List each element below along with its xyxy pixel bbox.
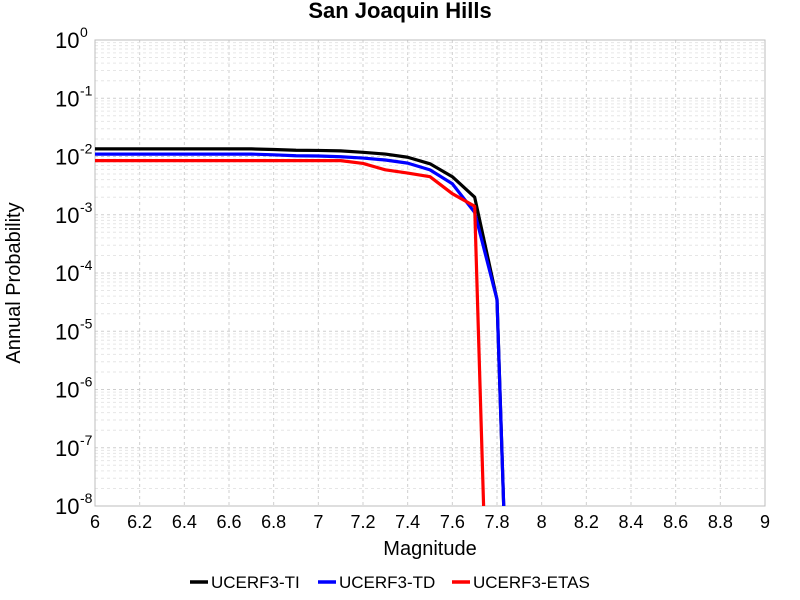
x-tick-label: 7.2 xyxy=(350,512,375,532)
y-tick-exponent: -6 xyxy=(80,374,93,390)
x-tick-label: 8.8 xyxy=(708,512,733,532)
legend-item: UCERF3-TI xyxy=(190,573,300,592)
y-tick-exponent: -5 xyxy=(80,315,93,331)
x-tick-label: 7.4 xyxy=(395,512,420,532)
y-tick-label: 10 0 xyxy=(55,24,88,53)
x-tick-label: 6.2 xyxy=(127,512,152,532)
y-tick-exponent: 0 xyxy=(80,24,88,40)
y-tick-exponent: -3 xyxy=(80,199,93,215)
x-tick-label: 8 xyxy=(537,512,547,532)
x-tick-label: 8.4 xyxy=(618,512,643,532)
legend-label: UCERF3-TD xyxy=(339,573,435,592)
x-tick-label: 6 xyxy=(90,512,100,532)
x-tick-label: 7.6 xyxy=(440,512,465,532)
y-tick-base: 10 xyxy=(55,319,79,344)
x-tick-label: 6.8 xyxy=(261,512,286,532)
y-tick-base: 10 xyxy=(55,378,79,403)
x-tick-labels: 6 6.2 6.4 6.6 6.8 7 7.2 7.4 7.6 7.8 8 8.2 8.4 8.6 8.8 9 xyxy=(90,512,770,532)
legend-label: UCERF3-ETAS xyxy=(473,573,590,592)
y-tick-base: 10 xyxy=(55,145,79,170)
x-tick-label: 6.6 xyxy=(216,512,241,532)
y-tick-base: 10 xyxy=(55,436,79,461)
x-axis-label: Magnitude xyxy=(383,538,476,560)
x-tick-label: 8.6 xyxy=(663,512,688,532)
series-line-ucerf3-td xyxy=(95,152,506,506)
x-tick-label: 6.4 xyxy=(172,512,197,532)
y-tick-label: 10 -6 xyxy=(55,374,93,403)
chart-title: San Joaquin Hills xyxy=(308,0,491,23)
y-tick-base: 10 xyxy=(55,203,79,228)
y-tick-base: 10 xyxy=(55,86,79,111)
legend-label: UCERF3-TI xyxy=(211,573,300,592)
y-tick-exponent: -1 xyxy=(80,82,93,98)
series-line-ucerf3-etas xyxy=(95,159,486,506)
x-tick-label: 8.2 xyxy=(574,512,599,532)
x-tick-label: 7 xyxy=(313,512,323,532)
y-tick-label: 10 -8 xyxy=(55,490,93,519)
y-tick-label: 10 -5 xyxy=(55,315,93,344)
legend: UCERF3-TI UCERF3-TD UCERF3-ETAS xyxy=(190,573,590,592)
y-axis-label: Annual Probability xyxy=(3,202,25,363)
y-tick-label: 10 -1 xyxy=(55,82,93,111)
grid xyxy=(94,39,766,507)
y-tick-base: 10 xyxy=(55,261,79,286)
series-line-ucerf3-ti xyxy=(95,147,506,506)
legend-item: UCERF3-ETAS xyxy=(452,573,590,592)
y-tick-exponent: -8 xyxy=(80,490,93,506)
legend-item: UCERF3-TD xyxy=(318,573,435,592)
y-tick-label: 10 -2 xyxy=(55,141,93,170)
y-tick-label: 10 -4 xyxy=(55,257,93,286)
series-layer xyxy=(95,147,506,506)
y-tick-exponent: -7 xyxy=(80,432,93,448)
x-tick-label: 9 xyxy=(760,512,770,532)
y-tick-label: 10 -7 xyxy=(55,432,93,461)
y-tick-label: 10 -3 xyxy=(55,199,93,228)
y-tick-exponent: -4 xyxy=(80,257,93,273)
x-tick-label: 7.8 xyxy=(484,512,509,532)
y-tick-base: 10 xyxy=(55,28,79,53)
y-tick-base: 10 xyxy=(55,494,79,519)
plot-area-frame xyxy=(94,39,766,507)
y-tick-exponent: -2 xyxy=(80,141,93,157)
